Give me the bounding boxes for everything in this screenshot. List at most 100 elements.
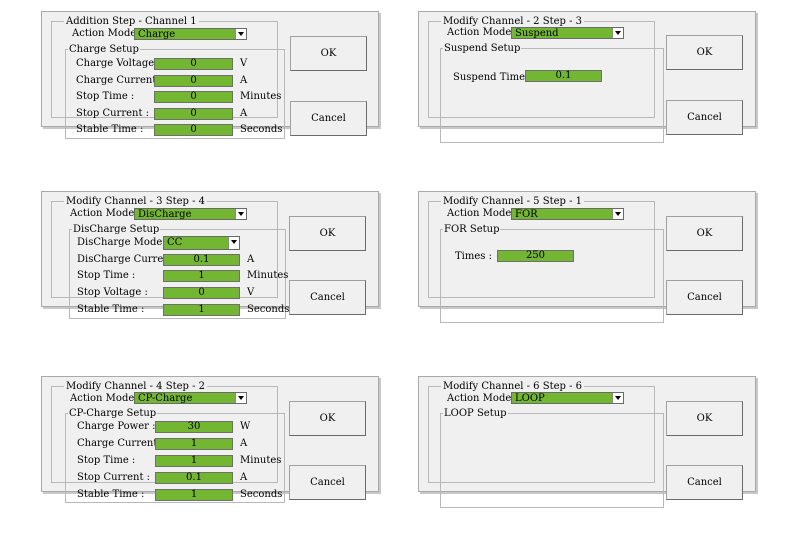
row-unit: A (247, 254, 255, 265)
cancel-button[interactable]: Cancel (289, 465, 366, 500)
row-unit: A (240, 108, 248, 119)
dialog-frame: Modify Channel - 5 Step - 1 (428, 196, 655, 298)
row-label: Times : (455, 251, 492, 262)
discharge-mode-value: CC (167, 237, 183, 248)
ok-button[interactable]: OK (290, 36, 367, 71)
row-unit: V (240, 58, 248, 69)
action-mode-label: Action Mode : (447, 208, 518, 219)
row-label: Stop Time : (76, 91, 135, 102)
suspend-time-input[interactable]: 0.1 (525, 70, 602, 82)
action-mode-value: Suspend (515, 28, 559, 39)
row-label: Charge Current : (77, 438, 164, 449)
row-label: Stable Time : (76, 124, 144, 135)
dialog-title: Modify Channel - 4 Step - 2 (64, 381, 208, 392)
group-title: Charge Setup (68, 44, 140, 55)
row-label: Stop Time : (77, 270, 136, 281)
setup-group: LOOP Setup (440, 408, 664, 508)
discharge-mode-select[interactable]: CC (163, 236, 240, 250)
row-label: Stable Time : (77, 489, 145, 500)
row-label: Stop Current : (76, 108, 150, 119)
stop-voltage-input[interactable]: 0 (163, 287, 240, 299)
cancel-button[interactable]: Cancel (666, 100, 743, 135)
setup-group: FOR Setup (440, 224, 664, 323)
chevron-down-icon[interactable] (612, 393, 623, 403)
times-input[interactable]: 250 (497, 250, 574, 262)
stable-time-input[interactable]: 0 (154, 124, 233, 136)
row-label: Charge Voltage : (76, 58, 161, 69)
dialog-modify-ch4-step2: Modify Channel - 4 Step - 2 Action Mode … (41, 376, 379, 503)
cancel-button[interactable]: Cancel (290, 101, 367, 136)
row-unit: Seconds (240, 124, 283, 135)
stable-time-input[interactable]: 1 (155, 489, 233, 501)
row-label: Stable Time : (77, 304, 145, 315)
action-mode-value: FOR (515, 209, 538, 220)
group-title: DisCharge Setup (72, 224, 161, 235)
chevron-down-icon[interactable] (235, 393, 246, 403)
dialog-frame: Modify Channel - 6 Step - 6 (428, 381, 655, 483)
group-title: Suspend Setup (443, 43, 522, 54)
stop-time-input[interactable]: 1 (163, 270, 240, 282)
chevron-down-icon[interactable] (228, 237, 239, 249)
action-mode-select[interactable]: Suspend (511, 27, 624, 39)
dialog-addition-step-ch1: Addition Step - Channel 1 Action Mode : … (41, 11, 379, 139)
row-unit: Minutes (240, 91, 282, 102)
row-label: Stop Time : (77, 455, 136, 466)
stop-current-input[interactable]: 0 (154, 108, 233, 120)
charge-current-input[interactable]: 0 (154, 75, 233, 87)
chevron-down-icon[interactable] (612, 28, 623, 38)
charge-voltage-input[interactable]: 0 (154, 58, 233, 70)
stop-current-input[interactable]: 0.1 (155, 472, 233, 484)
cancel-button[interactable]: Cancel (666, 465, 743, 500)
charge-power-input[interactable]: 30 (155, 421, 233, 433)
group-title: FOR Setup (443, 224, 501, 235)
action-mode-select[interactable]: Charge (134, 28, 247, 40)
cancel-button[interactable]: Cancel (666, 280, 743, 315)
dialog-modify-ch6-step6: Modify Channel - 6 Step - 6 Action Mode … (418, 376, 756, 508)
chevron-down-icon[interactable] (235, 29, 246, 39)
dialog-title: Modify Channel - 5 Step - 1 (441, 196, 585, 207)
action-mode-value: CP-Charge (138, 393, 193, 404)
row-label: DisCharge Current : (77, 254, 181, 265)
row-label: Suspend Time : (453, 72, 532, 83)
group-title: LOOP Setup (443, 408, 508, 419)
dialog-title: Modify Channel - 2 Step - 3 (441, 16, 585, 27)
action-mode-value: DisCharge (138, 209, 192, 220)
ok-button[interactable]: OK (289, 401, 366, 436)
dialog-frame: Modify Channel - 2 Step - 3 (428, 16, 655, 118)
dialog-modify-ch5-step1: Modify Channel - 5 Step - 1 Action Mode … (418, 191, 756, 323)
row-unit: W (240, 421, 251, 432)
action-mode-label: Action Mode : (447, 27, 518, 38)
row-label: Charge Current : (76, 75, 163, 86)
stop-time-input[interactable]: 1 (155, 455, 233, 467)
action-mode-select[interactable]: DisCharge (134, 208, 247, 220)
ok-button[interactable]: OK (666, 35, 743, 70)
chevron-down-icon[interactable] (235, 209, 246, 219)
setup-group: CP-Charge Setup (65, 408, 285, 503)
row-unit: Minutes (247, 270, 289, 281)
row-unit: V (247, 287, 255, 298)
setup-group: Charge Setup (65, 44, 285, 139)
action-mode-label: Action Mode : (70, 208, 141, 219)
cancel-button[interactable]: Cancel (289, 280, 366, 315)
discharge-current-input[interactable]: 0.1 (163, 254, 240, 266)
action-mode-select[interactable]: FOR (511, 208, 624, 220)
discharge-mode-label: DisCharge Mode : (77, 237, 169, 248)
action-mode-select[interactable]: CP-Charge (134, 392, 247, 404)
group-title: CP-Charge Setup (68, 408, 158, 419)
row-unit: Minutes (240, 455, 282, 466)
action-mode-select[interactable]: LOOP (511, 392, 624, 404)
row-label: Stop Voltage : (77, 287, 148, 298)
setup-group: Suspend Setup (440, 43, 664, 143)
row-label: Stop Current : (77, 472, 151, 483)
ok-button[interactable]: OK (289, 216, 366, 251)
dialog-title: Addition Step - Channel 1 (64, 16, 199, 27)
chevron-down-icon[interactable] (612, 209, 623, 219)
ok-button[interactable]: OK (666, 216, 743, 251)
charge-current-input[interactable]: 1 (155, 438, 233, 450)
row-unit: Seconds (247, 304, 290, 315)
stable-time-input[interactable]: 1 (163, 304, 240, 316)
row-unit: Seconds (240, 489, 283, 500)
row-label: Charge Power : (77, 421, 156, 432)
ok-button[interactable]: OK (666, 401, 743, 436)
stop-time-input[interactable]: 0 (154, 91, 233, 103)
